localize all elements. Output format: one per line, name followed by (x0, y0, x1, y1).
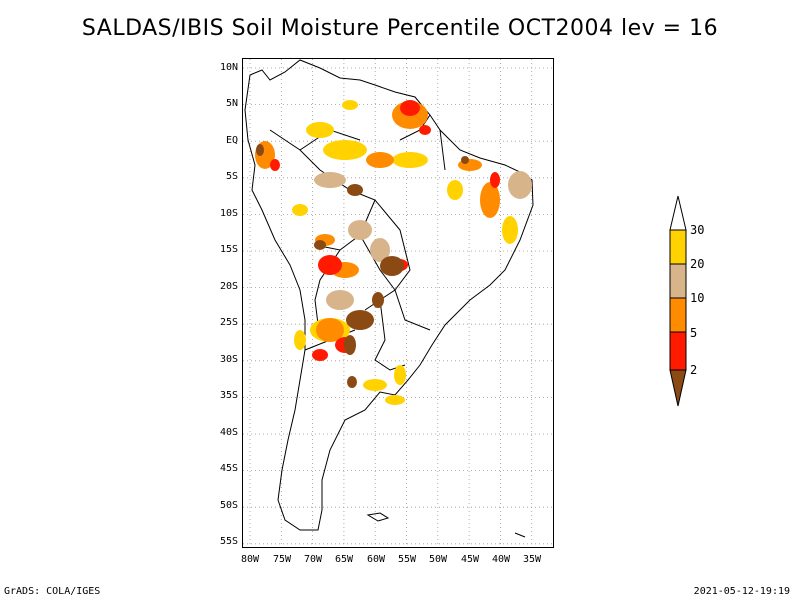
patches-2-5 (270, 100, 500, 361)
lat-label-5s: 5S (225, 171, 238, 182)
lat-label-15s: 15S (219, 244, 238, 255)
lon-label-40w: 40W (491, 554, 511, 565)
map-frame (242, 58, 554, 548)
lat-label-35s: 35S (219, 390, 238, 401)
lat-label-30s: 30S (219, 354, 238, 365)
lon-label-50w: 50W (428, 554, 448, 565)
map-title: SALDAS/IBIS Soil Moisture Percentile OCT… (81, 16, 719, 41)
lon-label-65w: 65W (334, 554, 354, 565)
footer-credit: GrADS: COLA/IGES (4, 586, 101, 597)
lat-label-25s: 25S (219, 317, 238, 328)
patches-20-30 (292, 100, 518, 405)
continent-outline (244, 59, 534, 538)
legend-label-10: 10 (690, 291, 705, 305)
lat-label-5n: 5N (225, 98, 238, 109)
lon-label-35w: 35W (522, 554, 542, 565)
legend-label-5: 5 (690, 326, 698, 340)
lat-label-20s: 20S (219, 281, 238, 292)
south-georgia (514, 532, 526, 538)
lat-label-40s: 40S (219, 427, 238, 438)
legend-top-arrow (669, 195, 687, 231)
legend-bottom-arrow (669, 369, 687, 407)
lon-label-60w: 60W (366, 554, 386, 565)
grid-lines (243, 59, 553, 547)
legend-box-2-5 (669, 331, 687, 371)
lat-label-10n: 10N (219, 62, 238, 73)
lon-label-75w: 75W (272, 554, 292, 565)
patches-10-20 (314, 171, 532, 310)
footer-timestamp: 2021-05-12-19:19 (693, 586, 790, 597)
legend-label-20: 20 (690, 257, 705, 271)
lat-label-45s: 45S (219, 463, 238, 474)
south-america-coastline (244, 59, 534, 531)
lat-label-10s: 10S (219, 208, 238, 219)
legend-label-30: 30 (690, 223, 705, 237)
legend-box-20-30 (669, 229, 687, 265)
legend-box-5-10 (669, 297, 687, 333)
falkland-islands (366, 512, 390, 522)
legend-box-10-20 (669, 263, 687, 299)
lat-label-eq: EQ (225, 135, 238, 146)
percentile-patches (255, 100, 532, 405)
lon-label-80w: 80W (240, 554, 260, 565)
lon-label-45w: 45W (460, 554, 480, 565)
lon-label-70w: 70W (303, 554, 323, 565)
lat-label-55s: 55S (219, 536, 238, 547)
lat-label-50s: 50S (219, 500, 238, 511)
patches-below-2 (256, 144, 469, 388)
legend-label-2: 2 (690, 363, 698, 377)
legend-colorbar (669, 195, 687, 407)
lon-label-55w: 55W (397, 554, 417, 565)
